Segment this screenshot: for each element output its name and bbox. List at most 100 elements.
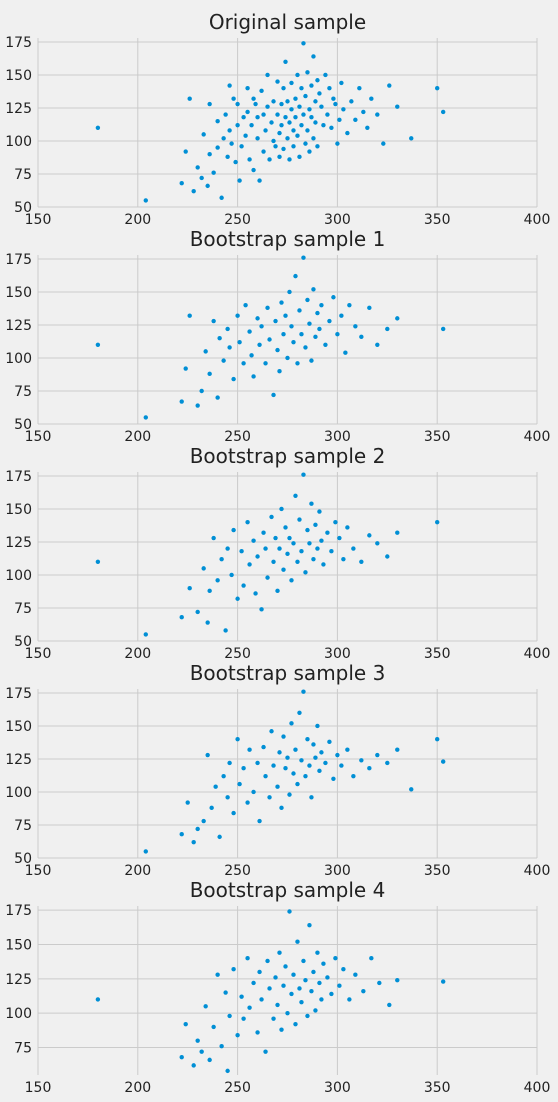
data-point <box>309 83 314 88</box>
data-point <box>209 805 214 811</box>
data-point <box>335 752 340 758</box>
data-point <box>293 1021 298 1027</box>
data-point <box>205 620 210 625</box>
data-point <box>143 849 148 854</box>
x-tick-label: 250 <box>224 863 251 879</box>
data-point <box>95 559 101 564</box>
y-tick-label: 175 <box>5 903 32 919</box>
data-point <box>299 758 304 763</box>
x-tick-label: 150 <box>25 646 52 662</box>
data-point <box>227 760 232 766</box>
data-point <box>267 337 272 342</box>
x-tick-label: 300 <box>324 863 351 879</box>
y-tick-label: 75 <box>14 167 32 183</box>
data-point <box>299 999 304 1005</box>
data-point <box>301 41 306 46</box>
data-point <box>375 541 380 546</box>
data-point <box>297 308 302 313</box>
data-point <box>327 318 332 324</box>
data-point <box>293 96 298 101</box>
y-tick-label: 150 <box>5 937 32 953</box>
data-point <box>235 101 240 107</box>
data-point <box>247 747 252 752</box>
data-point <box>95 125 101 130</box>
data-point <box>279 506 284 512</box>
data-point <box>440 979 446 984</box>
data-point <box>187 313 192 318</box>
data-point <box>263 773 268 779</box>
data-point <box>369 96 374 101</box>
data-point <box>221 136 226 141</box>
data-point <box>281 332 286 337</box>
y-tick-label: 50 <box>14 417 32 433</box>
data-point <box>231 376 236 382</box>
data-point <box>201 566 206 571</box>
data-point <box>287 792 292 797</box>
data-point <box>335 332 340 337</box>
data-point <box>309 501 314 506</box>
data-point <box>279 1027 284 1032</box>
data-point <box>199 388 204 394</box>
data-point <box>359 559 364 564</box>
data-point <box>245 956 250 961</box>
data-point <box>231 810 236 816</box>
data-point <box>337 535 342 541</box>
x-tick-label: 150 <box>25 429 52 445</box>
data-point <box>353 324 358 329</box>
data-point <box>319 750 324 755</box>
data-point <box>283 115 288 120</box>
data-point <box>289 324 294 329</box>
data-point <box>191 1063 196 1068</box>
y-tick-label: 50 <box>14 851 32 867</box>
y-tick-label: 75 <box>14 1041 32 1057</box>
data-point <box>269 729 274 734</box>
data-point <box>315 546 320 551</box>
data-point <box>295 72 300 78</box>
data-point <box>367 533 372 538</box>
data-point <box>331 776 336 781</box>
data-point <box>251 374 256 379</box>
data-point <box>285 355 290 361</box>
data-point <box>179 1054 184 1060</box>
chart-title: Bootstrap sample 3 <box>190 661 386 685</box>
data-point <box>235 736 240 742</box>
data-point <box>303 141 308 146</box>
data-point <box>361 109 366 115</box>
data-point <box>211 318 216 324</box>
data-point <box>339 763 344 768</box>
data-point <box>305 527 310 533</box>
data-point <box>293 747 298 752</box>
data-point <box>319 997 324 1002</box>
data-point <box>271 138 276 144</box>
data-point <box>255 1030 260 1035</box>
data-point <box>395 747 400 752</box>
data-point <box>229 141 234 146</box>
data-point <box>269 514 274 520</box>
data-point <box>289 991 294 997</box>
x-tick-label: 400 <box>524 429 551 445</box>
data-point <box>271 559 276 564</box>
data-point <box>187 96 192 101</box>
data-point <box>179 181 184 186</box>
data-point <box>195 165 200 170</box>
data-point <box>261 149 266 154</box>
data-point <box>297 104 302 109</box>
data-point <box>337 983 342 988</box>
data-point <box>273 975 278 980</box>
data-point <box>307 107 312 112</box>
data-point <box>309 358 314 363</box>
data-point <box>303 345 308 350</box>
data-point <box>329 125 334 130</box>
data-point <box>351 773 356 779</box>
data-point <box>187 585 192 591</box>
data-point <box>339 80 344 86</box>
data-point <box>257 818 262 824</box>
data-point <box>317 980 322 986</box>
data-point <box>333 956 338 961</box>
data-point <box>249 122 254 128</box>
data-point <box>353 972 358 977</box>
data-point <box>307 321 312 326</box>
data-point <box>279 122 284 128</box>
data-point <box>271 392 276 398</box>
